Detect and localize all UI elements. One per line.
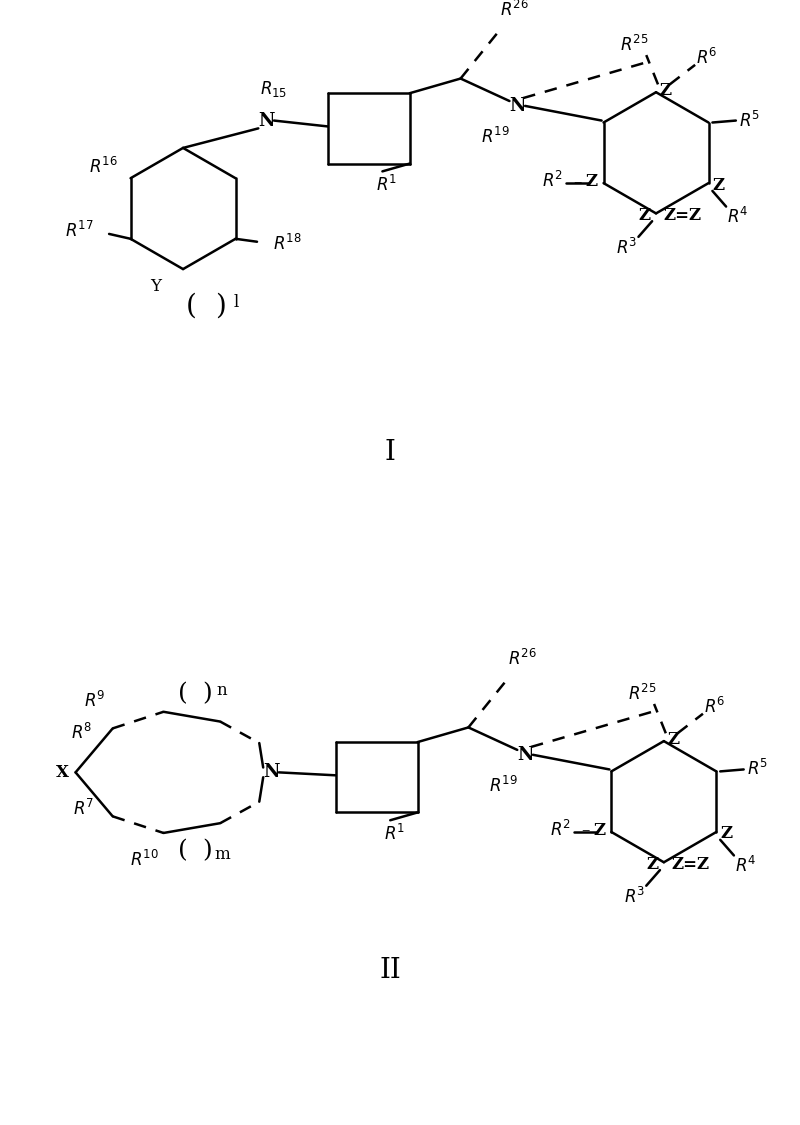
Text: $R^{19}$: $R^{19}$ (489, 776, 518, 796)
Text: $R^{1}$: $R^{1}$ (383, 824, 405, 844)
Text: Z: Z (660, 82, 672, 99)
Text: $R^{1}$: $R^{1}$ (376, 176, 397, 195)
Text: $R^{6}$: $R^{6}$ (696, 48, 718, 69)
Text: $R^{9}$: $R^{9}$ (84, 691, 106, 711)
Text: Z: Z (586, 172, 598, 190)
Text: Z: Z (712, 177, 724, 193)
Text: N: N (258, 111, 274, 129)
Text: Z=Z: Z=Z (671, 856, 709, 873)
Text: $R^{5}$: $R^{5}$ (746, 759, 768, 780)
Text: ): ) (202, 839, 212, 862)
Text: N: N (509, 97, 526, 115)
Text: (: ( (178, 683, 188, 705)
Text: $R^{19}$: $R^{19}$ (482, 127, 510, 147)
Text: m: m (214, 846, 230, 863)
Text: –: – (581, 822, 589, 839)
Text: $R^{8}$: $R^{8}$ (70, 723, 92, 744)
Text: $R^{2}$: $R^{2}$ (550, 820, 571, 840)
Text: $R^{3}$: $R^{3}$ (624, 886, 645, 907)
Text: ): ) (202, 683, 212, 705)
Text: Z: Z (594, 821, 606, 838)
Text: X: X (55, 764, 68, 781)
Text: Z=Z: Z=Z (663, 207, 702, 224)
Text: $R^{4}$: $R^{4}$ (727, 207, 749, 227)
Text: N: N (517, 746, 534, 764)
Text: $R^{7}$: $R^{7}$ (73, 799, 94, 819)
Text: Z: Z (646, 856, 658, 873)
Text: $R^{16}$: $R^{16}$ (89, 156, 118, 177)
Text: n: n (217, 682, 227, 699)
Text: ): ) (214, 292, 226, 319)
Text: –: – (573, 173, 582, 190)
Text: l: l (234, 294, 238, 310)
Text: $R^{17}$: $R^{17}$ (65, 220, 94, 241)
Text: $R_{15}$: $R_{15}$ (260, 79, 287, 99)
Text: $R^{25}$: $R^{25}$ (628, 684, 657, 704)
Text: Z: Z (667, 730, 680, 748)
Text: (: ( (178, 839, 188, 862)
Text: $R^{6}$: $R^{6}$ (704, 696, 726, 717)
Text: II: II (379, 957, 401, 984)
Text: Y: Y (150, 278, 161, 295)
Text: $R^{10}$: $R^{10}$ (130, 850, 158, 871)
Text: $R^{5}$: $R^{5}$ (739, 110, 760, 130)
Text: $R^{26}$: $R^{26}$ (500, 0, 529, 20)
Text: $R^{25}$: $R^{25}$ (620, 35, 649, 55)
Text: N: N (262, 764, 279, 782)
Text: Z: Z (720, 826, 732, 843)
Text: (: ( (186, 292, 196, 319)
Text: $R^{3}$: $R^{3}$ (616, 237, 638, 258)
Text: $R^{18}$: $R^{18}$ (273, 234, 302, 254)
Text: $R^{4}$: $R^{4}$ (735, 856, 756, 876)
Text: I: I (385, 440, 396, 467)
Text: $R^{2}$: $R^{2}$ (542, 171, 563, 191)
Text: Z: Z (638, 207, 650, 224)
Text: $R^{26}$: $R^{26}$ (508, 649, 537, 669)
